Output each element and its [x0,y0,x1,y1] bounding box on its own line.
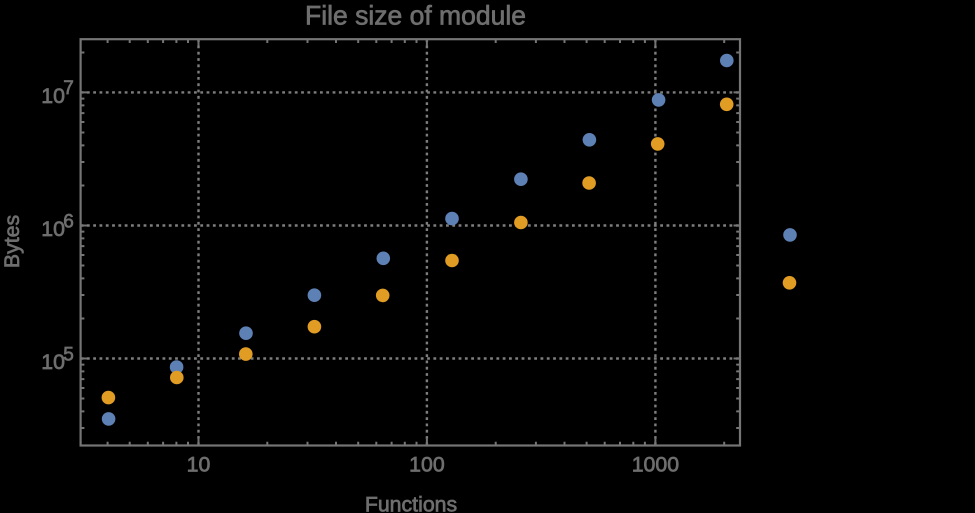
svg-text:7: 7 [63,78,74,99]
svg-text:Bytes: Bytes [0,215,24,268]
svg-text:Functions: Functions [365,493,457,513]
svg-text:10: 10 [41,84,65,108]
svg-text:10: 10 [187,453,211,477]
svg-text:100: 100 [409,453,445,477]
svg-text:1000: 1000 [632,453,680,477]
svg-text:10: 10 [41,217,65,241]
svg-text:5: 5 [63,344,74,365]
svg-text:10: 10 [41,350,65,374]
svg-text:File size of module: File size of module [305,0,526,30]
svg-text:6: 6 [63,211,74,232]
